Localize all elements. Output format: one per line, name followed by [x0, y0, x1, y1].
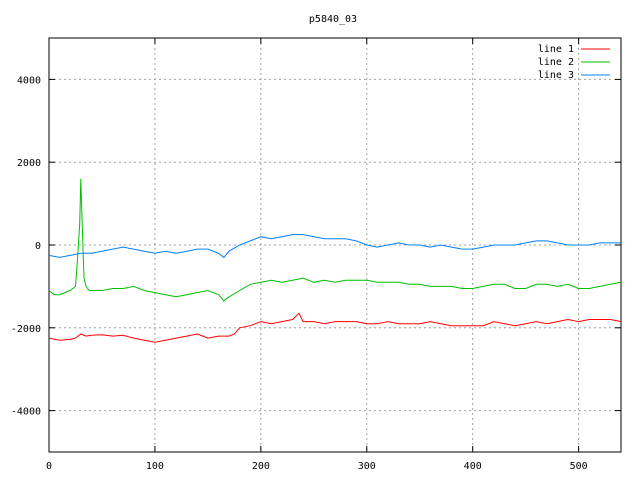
series-line-2	[48, 178, 622, 302]
y-tick-label: -4000	[11, 407, 41, 418]
legend-label-1: line 1	[538, 44, 574, 55]
grid-lines	[49, 38, 621, 452]
series-lines	[48, 178, 622, 343]
chart-title: p5840_03	[309, 14, 357, 25]
x-tick-label: 300	[358, 461, 376, 472]
series-line-3	[48, 234, 621, 259]
legend-label-3: line 3	[538, 70, 574, 81]
y-tick-label: 4000	[17, 75, 41, 86]
x-tick-label: 0	[46, 461, 52, 472]
y-tick-label: 0	[35, 241, 41, 252]
y-tick-label: -2000	[11, 324, 41, 335]
legend-label-2: line 2	[538, 57, 574, 68]
series-line-1	[48, 312, 622, 343]
legend: line 1 line 2 line 3	[538, 44, 610, 81]
x-tick-label: 400	[464, 461, 482, 472]
x-tick-label: 100	[146, 461, 164, 472]
x-tick-label: 200	[252, 461, 270, 472]
y-tick-label: 2000	[17, 158, 41, 169]
axis-ticks: 0 100 200 300 400 500 -4000 -2000 0 2000 4000	[11, 38, 621, 472]
x-tick-label: 500	[570, 461, 588, 472]
